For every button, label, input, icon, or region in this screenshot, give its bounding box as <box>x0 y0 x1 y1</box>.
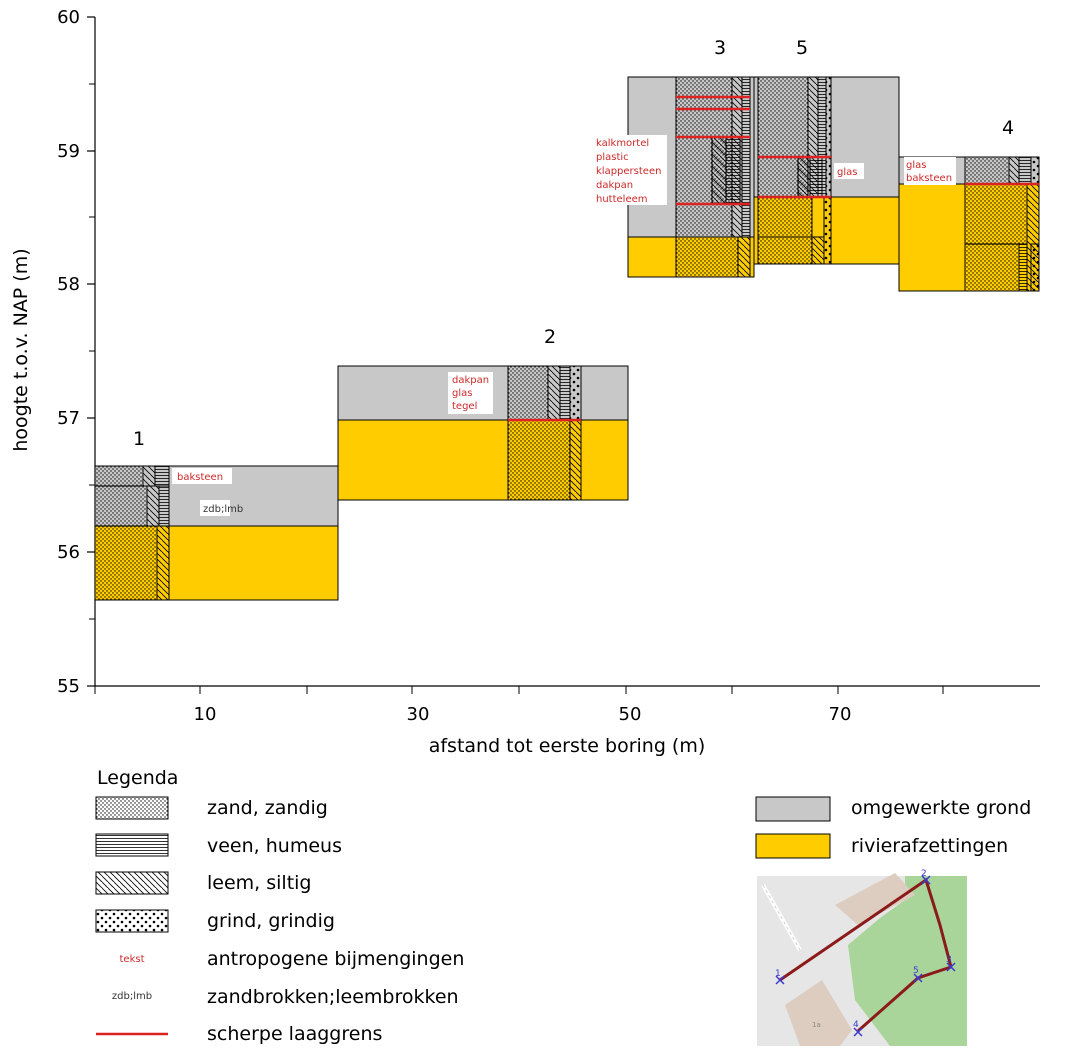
legend-label: leem, siltig <box>207 872 312 894</box>
boring-number: 3 <box>714 37 726 59</box>
x-tick-label: 50 <box>619 704 642 725</box>
boring-1: baksteen zdb;lmb 1 <box>94 428 339 601</box>
anthropogenic-note: baksteen <box>906 173 952 184</box>
map-point-5: 5 <box>913 966 923 983</box>
svg-text:3: 3 <box>946 955 952 965</box>
legend-label: omgewerkte grond <box>851 797 1031 819</box>
svg-text:4: 4 <box>853 1020 859 1030</box>
legend-label: zandbrokken;leembrokken <box>207 986 459 1008</box>
anthropogenic-note: baksteen <box>177 472 223 483</box>
legend-label: scherpe laaggrens <box>207 1023 382 1045</box>
legend-swatch-rivier <box>755 833 831 859</box>
x-axis-label: afstand tot eerste boring (m) <box>429 735 706 757</box>
anthropogenic-note: glas <box>906 160 926 171</box>
anthropogenic-note: tegel <box>452 401 477 412</box>
boring-number: 2 <box>544 326 556 348</box>
boring-number: 5 <box>796 37 808 59</box>
boring-2: dakpan glas tegel 2 <box>337 326 629 501</box>
boring-number: 4 <box>1002 117 1014 139</box>
legend-label: antropogene bijmengingen <box>207 948 464 970</box>
legend-swatch-omgewerkt <box>755 796 831 822</box>
x-tick-label: 10 <box>194 704 217 725</box>
y-tick-label: 55 <box>57 676 80 697</box>
y-tick-label: 57 <box>57 408 80 429</box>
boring-number: 1 <box>133 428 145 450</box>
map-point-1: 1 <box>775 969 785 985</box>
legend-title: Legenda <box>97 767 178 789</box>
legend-sample-brokken: zdb;lmb <box>112 991 152 1002</box>
map-point-4: 4 <box>853 1020 863 1037</box>
y-tick-label: 56 <box>57 542 80 563</box>
rivier-layer <box>337 419 629 501</box>
svg-text:1: 1 <box>775 969 781 979</box>
legend-swatch-zand <box>95 796 169 820</box>
legend-label: veen, humeus <box>207 835 342 857</box>
map-point-2: 2 <box>921 869 931 885</box>
y-axis: 55 56 57 58 59 60 hoogte t.o.v. NAP (m) <box>10 7 96 697</box>
x-tick-label: 70 <box>829 704 852 725</box>
legend-swatch-grind <box>95 909 169 933</box>
map-house-label: 1a <box>812 1021 821 1029</box>
anthropogenic-note: glas <box>837 167 857 178</box>
svg-text:5: 5 <box>913 966 919 976</box>
x-tick-label: 30 <box>407 704 430 725</box>
legend-swatch-leem <box>95 871 169 895</box>
y-tick-label: 58 <box>57 274 80 295</box>
boring-5: glas 5 <box>753 37 900 265</box>
y-tick-label: 60 <box>57 7 80 28</box>
legend-sample-antro: tekst <box>120 954 145 965</box>
y-axis-label: hoogte t.o.v. NAP (m) <box>10 248 32 451</box>
location-map: 1a 1 2 3 5 4 <box>757 869 967 1046</box>
anthropogenic-note: kalkmortel <box>596 138 649 149</box>
anthropogenic-note: klappersteen <box>596 166 661 177</box>
brokken-note: zdb;lmb <box>203 504 243 515</box>
legend: Legenda zand, zandig veen, humeus leem, … <box>95 767 1031 1045</box>
anthropogenic-note: hutteleem <box>596 194 648 205</box>
y-tick-label: 59 <box>57 141 80 162</box>
x-axis: 10 30 50 70 afstand tot eerste boring (m… <box>94 685 1040 757</box>
map-point-3: 3 <box>946 955 956 972</box>
legend-label: rivierafzettingen <box>851 835 1008 857</box>
anthropogenic-note: glas <box>452 388 472 399</box>
boring-3: kalkmortel plastic klappersteen dakpan h… <box>593 37 755 278</box>
svg-text:2: 2 <box>921 869 927 879</box>
legend-swatch-veen <box>95 833 169 857</box>
boring-4: glas baksteen 4 <box>898 117 1040 292</box>
anthropogenic-note: plastic <box>596 152 629 163</box>
legend-label: grind, grindig <box>207 910 335 932</box>
anthropogenic-note: dakpan <box>452 375 489 386</box>
legend-label: zand, zandig <box>207 797 328 819</box>
anthropogenic-note: dakpan <box>596 180 633 191</box>
